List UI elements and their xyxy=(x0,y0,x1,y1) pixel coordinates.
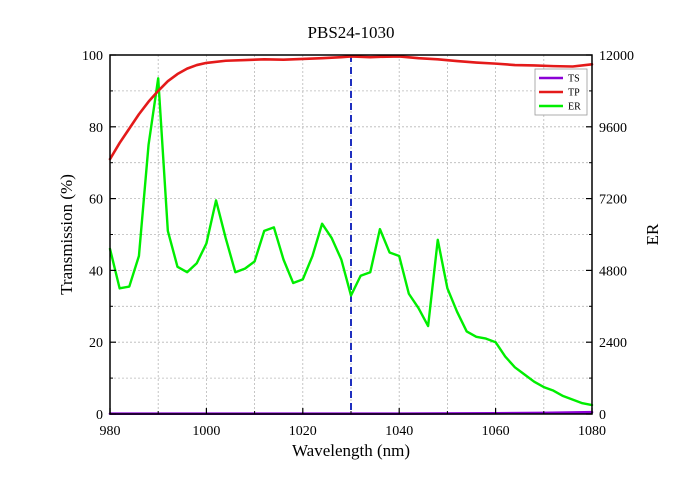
legend: TS TP ER xyxy=(534,68,588,116)
x-tick-label: 1040 xyxy=(385,424,413,439)
legend-label-tp: TP xyxy=(568,88,580,99)
y-tick-label: 60 xyxy=(89,193,103,208)
y2-tick-label: 7200 xyxy=(599,193,627,208)
y-axis-title: Transmission (%) xyxy=(57,174,76,295)
x-tick-label: 1000 xyxy=(192,424,220,439)
y-tick-label: 20 xyxy=(89,336,103,351)
x-tick-label: 1020 xyxy=(289,424,317,439)
y2-axis-title: ER xyxy=(643,223,662,245)
x-axis-title: Wavelength (nm) xyxy=(292,441,410,460)
y2-tick-label: 4800 xyxy=(599,264,627,279)
legend-label-ts: TS xyxy=(568,74,580,85)
series-line-tp xyxy=(108,55,594,161)
legend-label-er: ER xyxy=(568,102,581,113)
series-line-er xyxy=(108,77,594,407)
y-tick-label: 100 xyxy=(82,49,103,64)
y2-tick-label: 0 xyxy=(599,408,606,423)
axes: 980 1000 1020 1040 1060 108002040608010002400… xyxy=(82,49,634,439)
chart-title: PBS24-1030 xyxy=(308,23,395,42)
x-tick-label: 980 xyxy=(100,424,121,439)
y-tick-label: 40 xyxy=(89,264,103,279)
y2-tick-label: 12000 xyxy=(599,49,634,64)
x-tick-label: 1060 xyxy=(482,424,510,439)
y2-tick-label: 9600 xyxy=(599,121,627,136)
y-tick-label: 80 xyxy=(89,121,103,136)
y2-tick-label: 2400 xyxy=(599,336,627,351)
x-tick-label: 1080 xyxy=(578,424,606,439)
y-tick-label: 0 xyxy=(96,408,103,423)
